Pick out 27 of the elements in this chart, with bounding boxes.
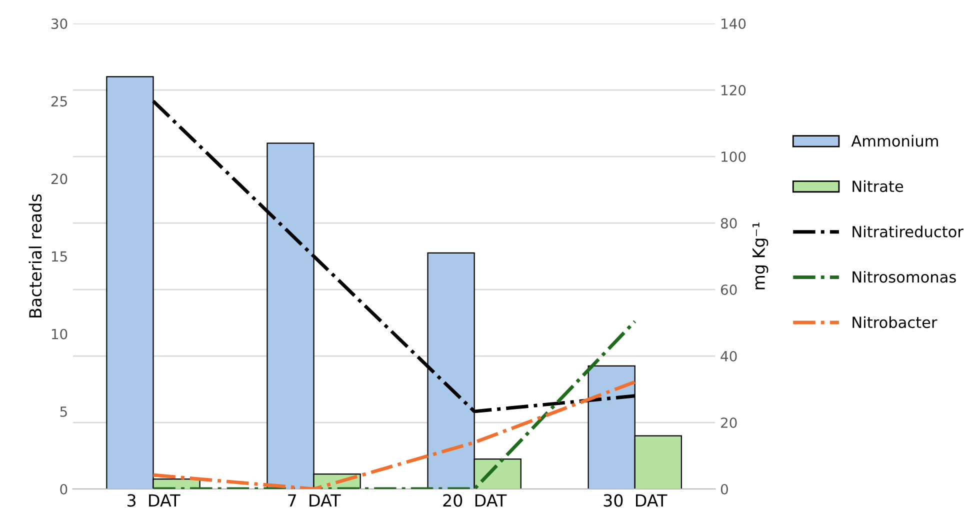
y2-tick-label: 60 [720,284,737,295]
y-axis-title: Bacterial reads [28,194,42,318]
line-series [152,380,637,490]
y-tick-label: 0 [60,484,68,494]
legend-label: Ammonium [851,134,938,147]
y2-tick-label: 140 [722,18,746,30]
y2-tick-label: 80 [720,218,737,228]
y-tick-label: 20 [51,174,68,184]
x-tick-label: 30 DAT [604,494,668,507]
y2-tick-label: 120 [722,85,746,96]
y-tick-label: 10 [52,328,68,340]
x-tick-label: 3 DAT [128,494,180,507]
x-tick-label: 20 DAT [443,494,507,507]
legend-label: Nitrosomonas [852,270,956,283]
legend-label: Nitratireductor [852,226,964,238]
y2-tick-label: 40 [720,350,737,362]
y2-axis-title: mg Kg⁻¹ [752,222,768,290]
y2-tick-label: 0 [720,484,728,494]
y-tick-label: 30 [52,18,68,30]
x-tick-label: 7 DAT [288,494,341,507]
y-tick-label: 15 [52,251,67,262]
y2-tick-label: 100 [722,151,746,162]
y2-tick-label: 20 [721,417,737,428]
y-tick-label: 5 [60,406,67,417]
legend-label: Nitrate [852,180,904,192]
legend-label: Nitrobacter [852,316,938,328]
y-tick-label: 25 [51,96,67,107]
